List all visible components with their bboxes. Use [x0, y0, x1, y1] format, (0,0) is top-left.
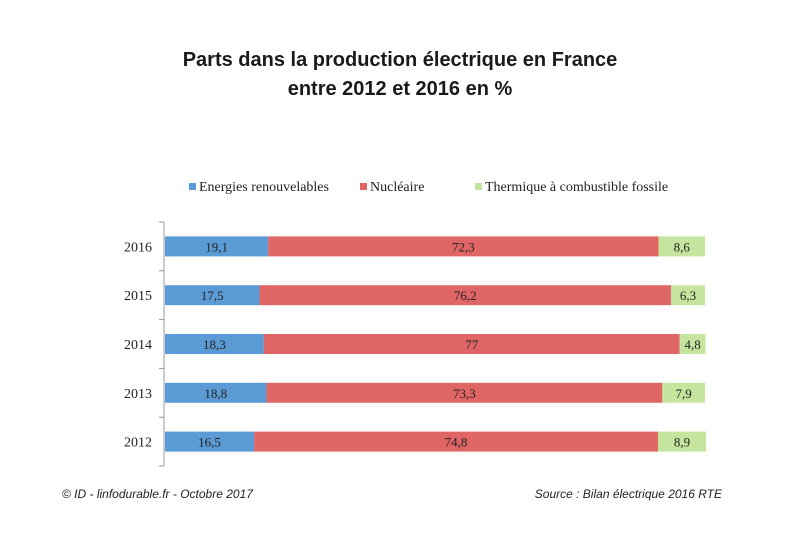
- data-label-2015-series-2: 76,2: [454, 288, 477, 303]
- data-label-2013-series-2: 73,3: [453, 386, 476, 401]
- bar-2016-series-2: [268, 236, 659, 257]
- legend-label-2: Nucléaire: [370, 180, 424, 195]
- data-label-2013-series-1: 18,8: [204, 386, 227, 401]
- bar-2013-series-3: [662, 382, 705, 403]
- data-label-2016-series-1: 19,1: [205, 239, 228, 254]
- bar-2012-series-2: [254, 431, 659, 452]
- y-tick-label-2012: 2012: [124, 436, 152, 451]
- chart-title-line-1: Parts dans la production électrique en F…: [182, 49, 618, 71]
- bar-2013-series-2: [266, 382, 663, 403]
- legend-swatch-3: [475, 183, 482, 190]
- bar-2016-series-3: [658, 236, 705, 257]
- chart-title: Parts dans la production électrique en F…: [0, 46, 800, 104]
- data-label-2012-series-3: 8,9: [674, 435, 690, 450]
- data-label-2014-series-2: 77: [465, 337, 479, 352]
- data-label-2016-series-3: 8,6: [674, 239, 691, 254]
- bar-2012-series-1: [165, 431, 255, 452]
- y-tick-label-2016: 2016: [124, 240, 152, 255]
- legend-swatch-1: [189, 183, 196, 190]
- bar-2013-series-1: [165, 382, 267, 403]
- data-label-2014-series-1: 18,3: [203, 337, 226, 352]
- data-label-2013-series-3: 7,9: [676, 386, 692, 401]
- y-tick-label-2015: 2015: [124, 289, 152, 304]
- bar-2012-series-3: [658, 431, 707, 452]
- bar-2015-series-2: [259, 285, 671, 306]
- bar-2016-series-1: [165, 236, 269, 257]
- y-axis-ticks: 2016 2015 2014 2013 2012: [124, 221, 164, 467]
- data-label-2012-series-2: 74,8: [445, 435, 468, 450]
- bars-area: 19,1 72,3 8,6 17,5 76,2 6,3 18,3 77 4,8 18,8 73,3 7…: [165, 236, 707, 452]
- bar-2015-series-3: [670, 285, 705, 306]
- data-label-2015-series-1: 17,5: [201, 288, 224, 303]
- legend-label-3: Thermique à combustible fossile: [485, 180, 668, 195]
- legend-label-1: Energies renouvelables: [199, 180, 329, 195]
- bar-2014-series-1: [165, 334, 264, 354]
- data-label-2015-series-3: 6,3: [680, 288, 696, 303]
- chart-legend: Energies renouvelables Nucléaire Thermique…: [189, 180, 668, 195]
- bar-2014-series-2: [263, 334, 680, 354]
- data-label-2016-series-2: 72,3: [452, 239, 475, 254]
- chart-title-line-2: entre 2012 et 2016 en %: [287, 78, 513, 100]
- data-label-2014-series-3: 4,8: [684, 337, 700, 352]
- data-label-2012-series-1: 16,5: [198, 435, 221, 450]
- bar-2015-series-1: [165, 285, 260, 306]
- source-footer: Source : Bilan électrique 2016 RTE: [534, 487, 722, 501]
- legend-swatch-2: [360, 183, 367, 190]
- bar-2014-series-3: [679, 334, 706, 354]
- y-tick-label-2014: 2014: [124, 338, 152, 353]
- y-tick-label-2013: 2013: [124, 387, 152, 402]
- copyright-footer: © ID - linfodurable.fr - Octobre 2017: [62, 487, 253, 501]
